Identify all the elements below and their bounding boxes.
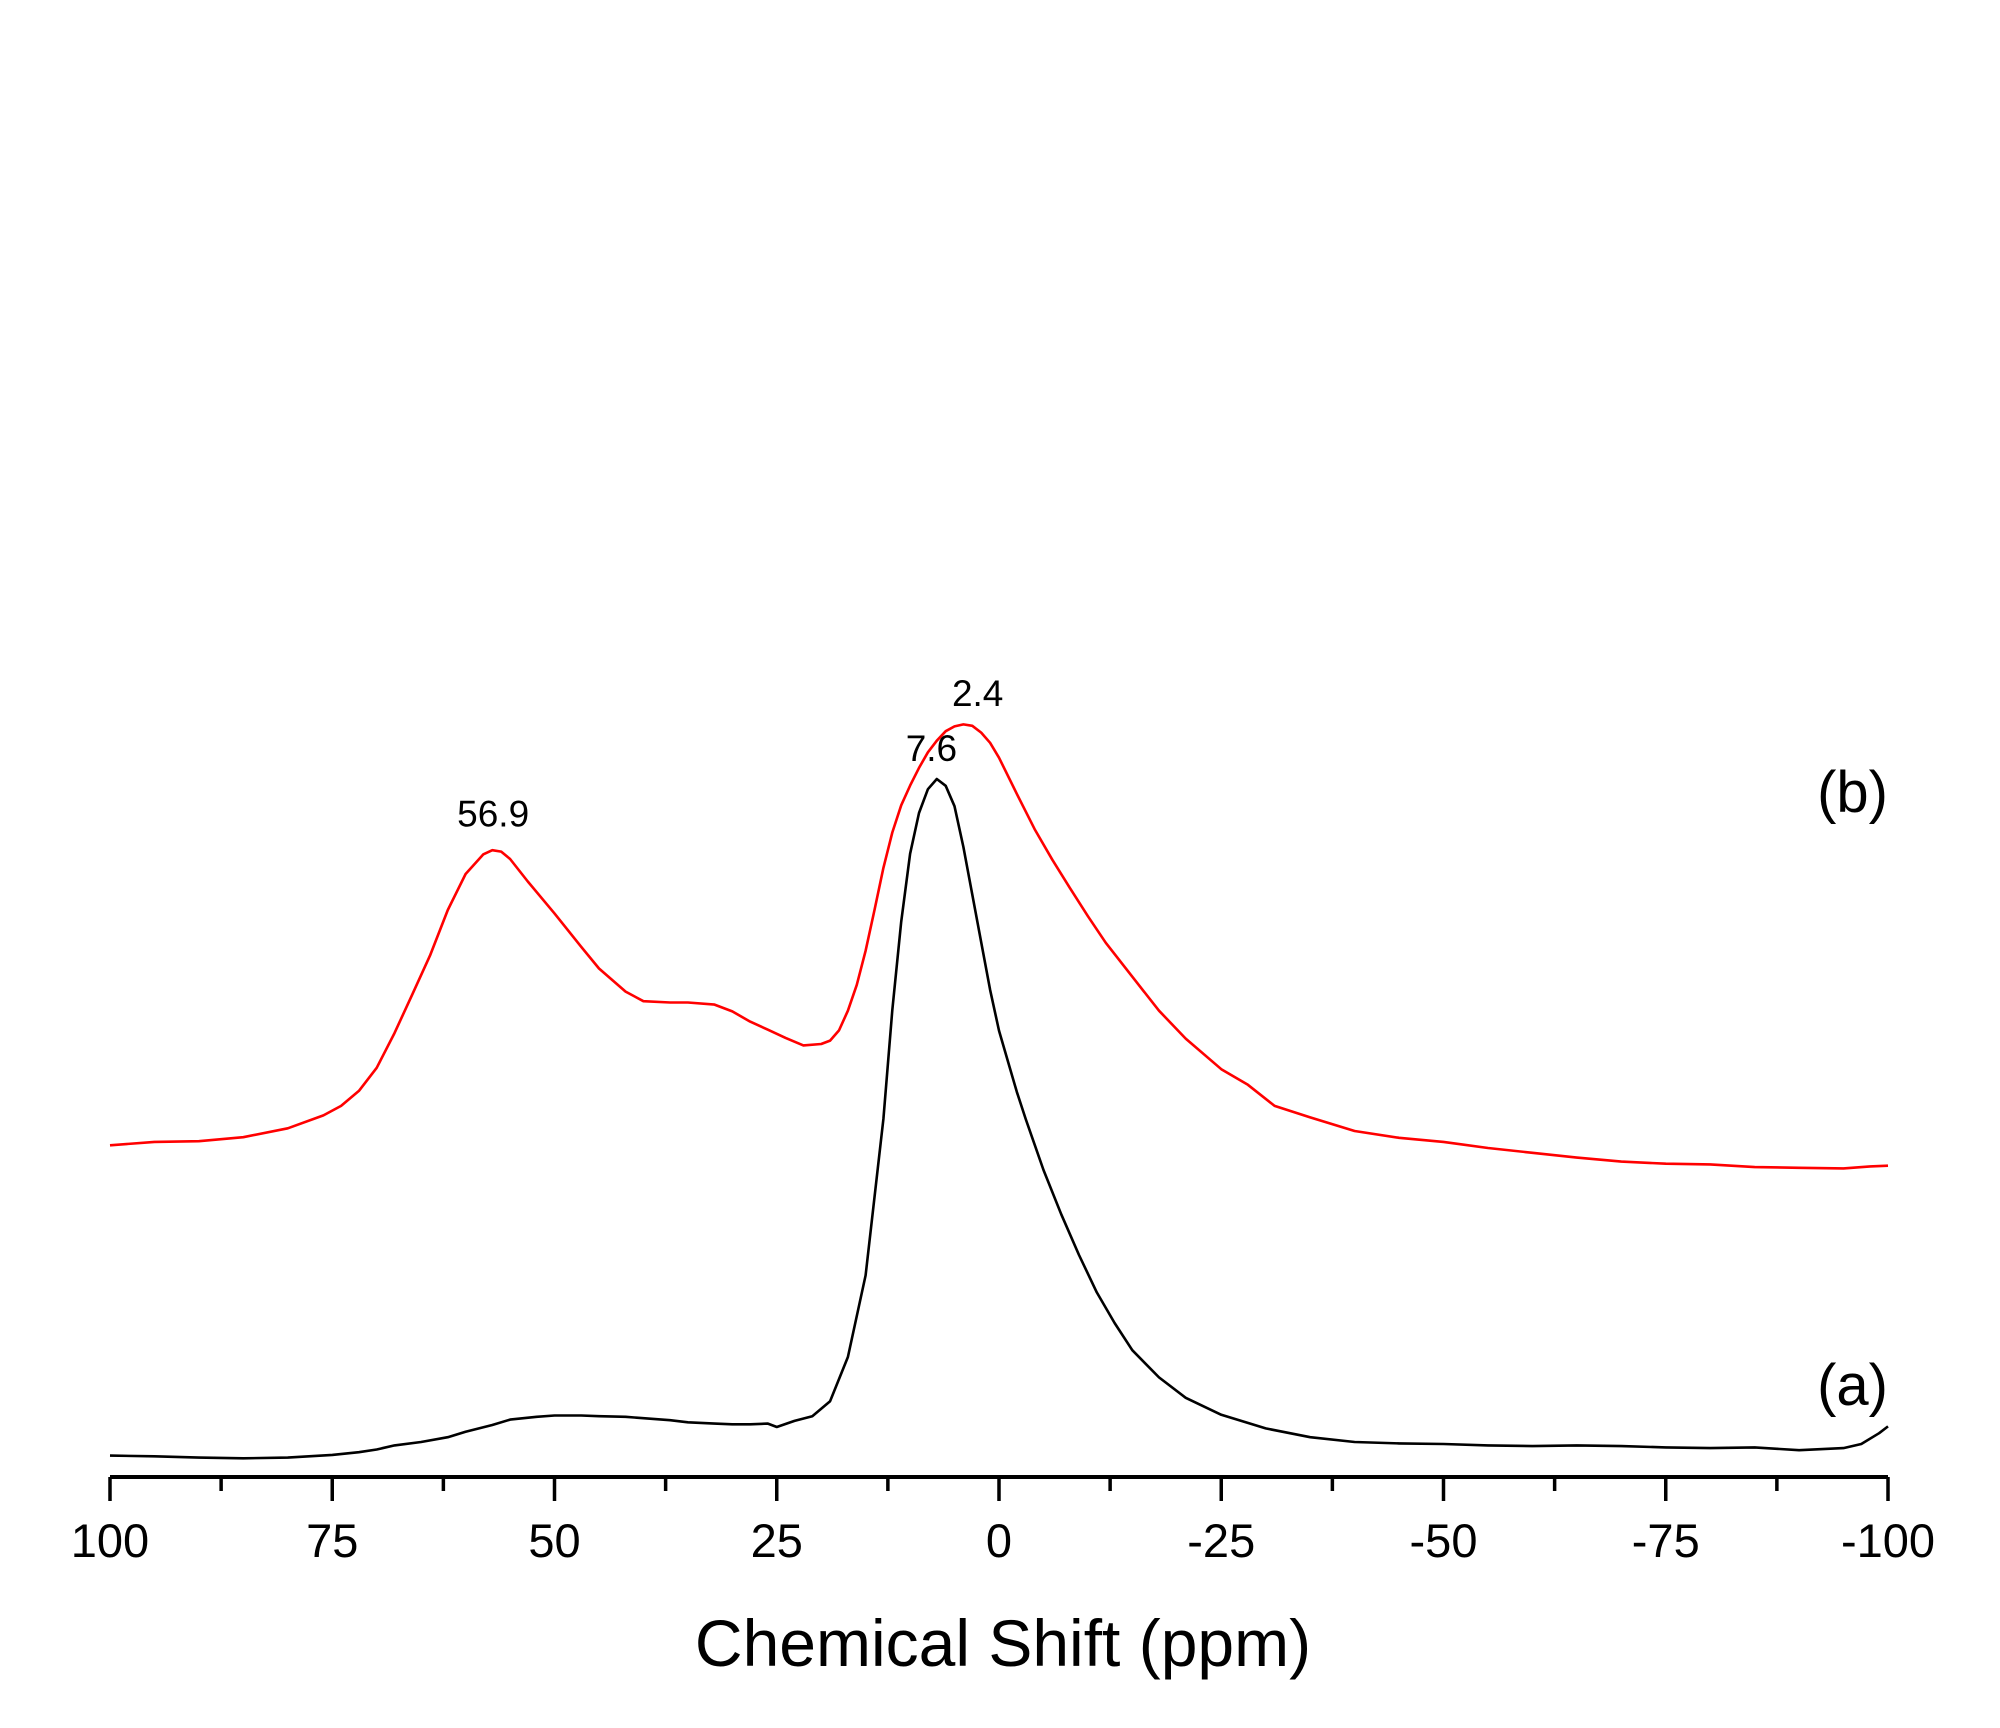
x-tick-label: 25 <box>751 1514 803 1567</box>
series-curve-b <box>109 723 1889 1170</box>
series-label-b: (b) <box>1817 760 1888 825</box>
peak-annotations: 56.9 2.4 7.6 <box>457 673 1003 834</box>
peak-label: 2.4 <box>952 673 1003 714</box>
peak-label: 56.9 <box>457 793 529 834</box>
x-tick-label: 0 <box>986 1514 1012 1567</box>
x-tick-label: 75 <box>306 1514 358 1567</box>
curves-layer <box>109 723 1889 1460</box>
x-tick-label: -100 <box>1841 1514 1935 1567</box>
x-tick-label: -25 <box>1187 1514 1255 1567</box>
x-axis: 100 75 50 25 0 -25 -50 -75 -100 <box>71 1475 1935 1567</box>
peak-label: 7.6 <box>906 728 957 769</box>
x-tick-label: -75 <box>1632 1514 1700 1567</box>
x-tick-label: -50 <box>1410 1514 1478 1567</box>
x-tick-label: 50 <box>528 1514 580 1567</box>
series-curve-a <box>109 777 1889 1460</box>
x-ticks <box>108 1477 1890 1501</box>
x-tick-label: 100 <box>71 1514 149 1567</box>
series-labels: (b) (a) <box>1817 760 1888 1418</box>
x-axis-title: Chemical Shift (ppm) <box>695 1606 1311 1680</box>
x-tick-labels: 100 75 50 25 0 -25 -50 -75 -100 <box>71 1514 1935 1567</box>
series-label-a: (a) <box>1817 1353 1888 1418</box>
